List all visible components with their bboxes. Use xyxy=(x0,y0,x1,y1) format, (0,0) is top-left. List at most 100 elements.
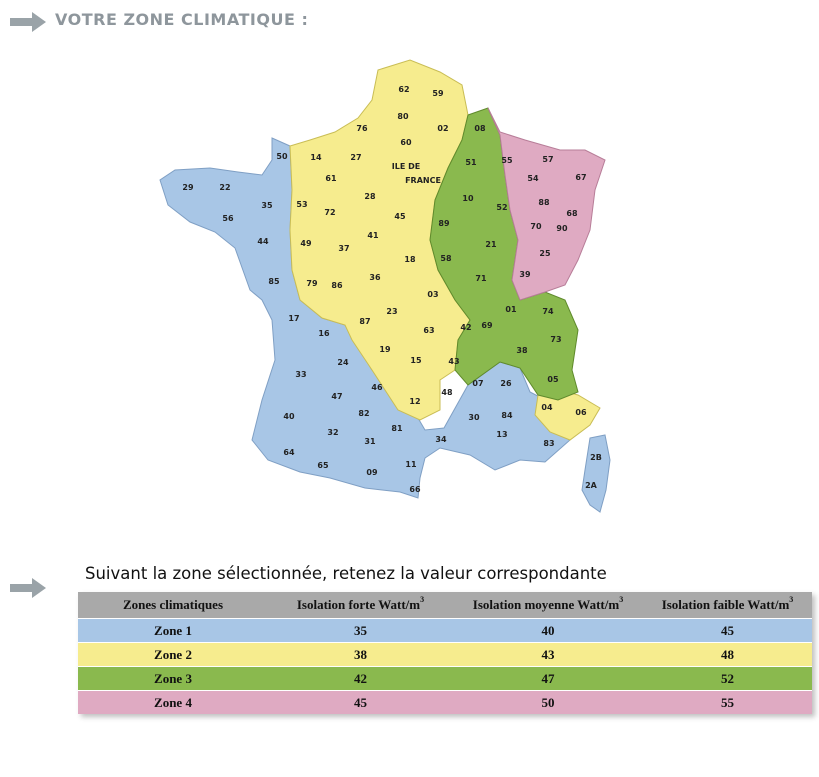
department-label: 05 xyxy=(547,375,559,384)
department-label: 13 xyxy=(496,430,507,439)
department-label: 2B xyxy=(590,453,602,462)
value-faible: 48 xyxy=(643,642,812,667)
department-label: 09 xyxy=(366,468,378,477)
department-label: 42 xyxy=(460,323,471,332)
department-label: 52 xyxy=(496,203,507,212)
department-label: 04 xyxy=(541,403,553,412)
department-label: 79 xyxy=(306,279,318,288)
department-label: 90 xyxy=(556,224,568,233)
zone-name: Zone 1 xyxy=(78,618,268,643)
header-forte: Isolation forte Watt/m3 xyxy=(268,592,453,619)
table-row: Zone 3 42 47 52 xyxy=(78,666,812,691)
department-label: 48 xyxy=(441,388,453,397)
arrow-right-icon xyxy=(10,578,46,598)
value-forte: 35 xyxy=(268,618,453,643)
department-label: 66 xyxy=(409,485,421,494)
department-label: 47 xyxy=(331,392,342,401)
value-moyenne: 43 xyxy=(453,642,643,667)
department-label: 64 xyxy=(283,448,295,457)
department-label: 28 xyxy=(364,192,376,201)
department-label: 89 xyxy=(438,219,450,228)
department-label: 55 xyxy=(501,156,513,165)
department-label: 86 xyxy=(331,281,343,290)
zone-name: Zone 2 xyxy=(78,642,268,667)
table-header-row: Zones climatiques Isolation forte Watt/m… xyxy=(78,592,812,619)
department-label: 43 xyxy=(448,357,459,366)
department-label: 85 xyxy=(268,277,280,286)
department-label: 19 xyxy=(379,345,391,354)
department-label: 02 xyxy=(437,124,448,133)
department-label: 54 xyxy=(527,174,539,183)
department-label: 39 xyxy=(519,270,531,279)
department-label: 61 xyxy=(325,174,337,183)
value-faible: 55 xyxy=(643,690,812,714)
department-label: 18 xyxy=(404,255,416,264)
department-label: 63 xyxy=(423,326,434,335)
value-faible: 52 xyxy=(643,666,812,691)
department-label: 36 xyxy=(369,273,381,282)
department-label: 06 xyxy=(575,408,587,417)
department-label: 68 xyxy=(566,209,578,218)
department-label: 71 xyxy=(475,274,487,283)
department-label: 60 xyxy=(400,138,412,147)
department-label: 74 xyxy=(542,307,554,316)
department-label: 81 xyxy=(391,424,403,433)
department-label: 07 xyxy=(472,379,483,388)
zone-name: Zone 3 xyxy=(78,666,268,691)
department-label: 08 xyxy=(474,124,486,133)
department-label: 31 xyxy=(364,437,376,446)
value-forte: 38 xyxy=(268,642,453,667)
department-label: 26 xyxy=(500,379,512,388)
department-label: 83 xyxy=(543,439,554,448)
value-forte: 42 xyxy=(268,666,453,691)
department-label: 2A xyxy=(585,481,598,490)
value-forte: 45 xyxy=(268,690,453,714)
department-label: 27 xyxy=(350,153,361,162)
zone-name: Zone 4 xyxy=(78,690,268,714)
value-moyenne: 47 xyxy=(453,666,643,691)
department-label: 15 xyxy=(410,356,422,365)
department-label: 24 xyxy=(337,358,349,367)
department-label: 16 xyxy=(318,329,330,338)
department-label: 72 xyxy=(324,208,335,217)
department-label: 45 xyxy=(394,212,406,221)
department-label: 56 xyxy=(222,214,234,223)
department-label: 53 xyxy=(296,200,307,209)
department-label: 70 xyxy=(530,222,542,231)
department-label: 84 xyxy=(501,411,513,420)
department-label: 35 xyxy=(261,201,273,210)
department-label: 59 xyxy=(432,89,444,98)
department-label: 44 xyxy=(257,237,269,246)
department-label: 10 xyxy=(462,194,474,203)
department-label: 25 xyxy=(539,249,551,258)
department-label: 73 xyxy=(550,335,561,344)
department-label: 03 xyxy=(427,290,438,299)
header-zones: Zones climatiques xyxy=(78,592,268,619)
department-label: 32 xyxy=(327,428,338,437)
department-label: 46 xyxy=(371,383,383,392)
header-moyenne: Isolation moyenne Watt/m3 xyxy=(453,592,643,619)
department-label: 41 xyxy=(367,231,379,240)
department-label: 69 xyxy=(481,321,493,330)
department-label: 40 xyxy=(283,412,295,421)
department-label: 34 xyxy=(435,435,447,444)
department-label: 23 xyxy=(386,307,397,316)
value-moyenne: 40 xyxy=(453,618,643,643)
value-faible: 45 xyxy=(643,618,812,643)
department-label: FRANCE xyxy=(405,176,441,185)
table-row: Zone 2 38 43 48 xyxy=(78,642,812,667)
corsica xyxy=(581,434,611,513)
table-row: Zone 4 45 50 55 xyxy=(78,690,812,714)
department-label: 58 xyxy=(440,254,452,263)
department-label: 76 xyxy=(356,124,368,133)
department-label: 14 xyxy=(310,153,322,162)
department-label: 62 xyxy=(398,85,409,94)
department-label: 57 xyxy=(542,155,553,164)
department-label: 22 xyxy=(219,183,230,192)
department-label: 80 xyxy=(397,112,409,121)
department-label: 38 xyxy=(516,346,528,355)
department-label: 50 xyxy=(276,152,288,161)
instruction-text: Suivant la zone sélectionnée, retenez la… xyxy=(85,564,607,583)
department-label: 17 xyxy=(288,314,299,323)
table-row: Zone 1 35 40 45 xyxy=(78,618,812,643)
